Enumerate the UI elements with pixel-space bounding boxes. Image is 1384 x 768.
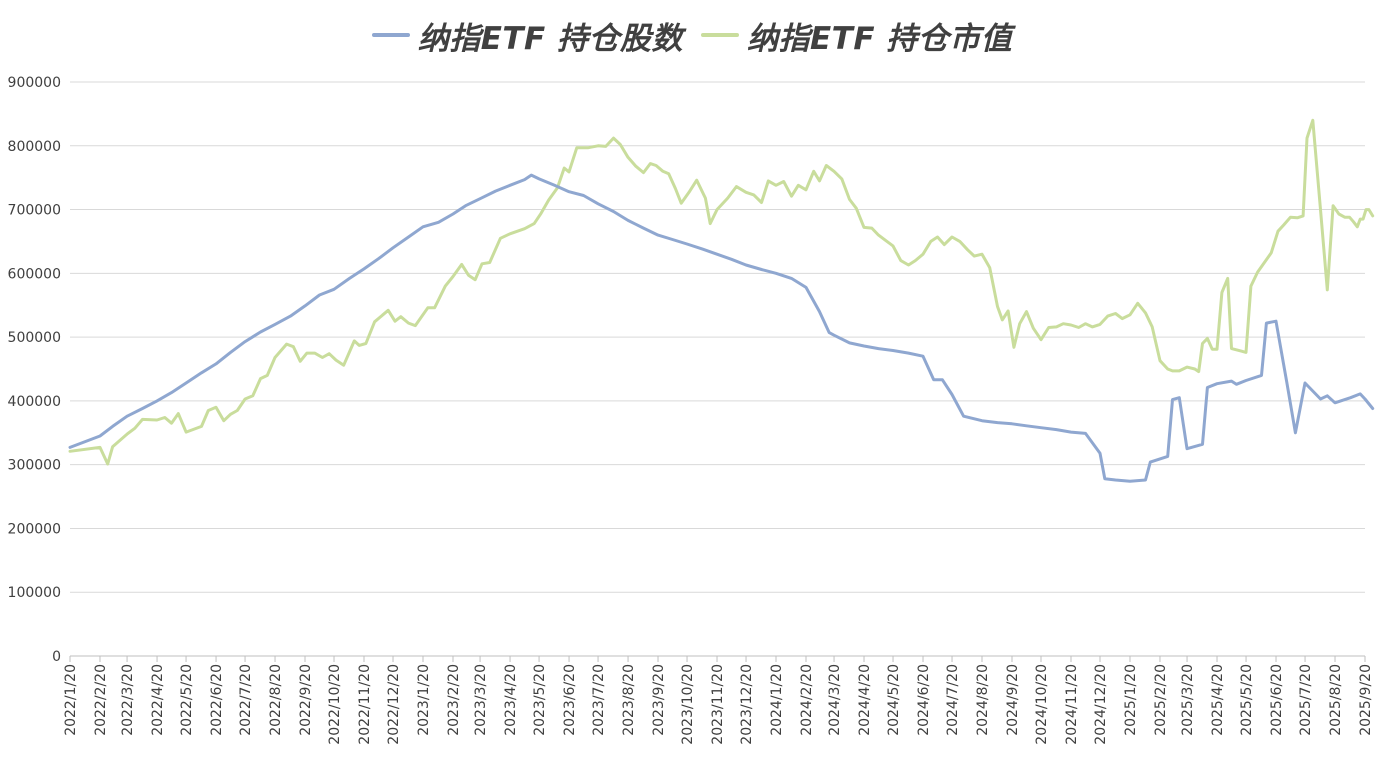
- x-tick-label: 2025/4/20: [1210, 664, 1226, 736]
- y-axis-tick-labels: 0 100000 200000 300000 400000 500000 600000 700…: [8, 75, 61, 665]
- x-tick-label: 2025/9/20: [1358, 664, 1374, 736]
- grid-lines: [70, 81, 1365, 593]
- x-tick-label: 2024/3/20: [827, 664, 843, 736]
- x-tick-label: 2024/1/20: [769, 664, 785, 736]
- legend-item-market-value: 纳指ETF 持仓市值: [701, 13, 1012, 58]
- y-tick-label: 200000: [8, 521, 61, 537]
- y-tick-label: 100000: [8, 585, 61, 601]
- x-tick-label: 2022/1/20: [63, 664, 79, 736]
- x-tick-label: 2024/6/20: [916, 664, 932, 736]
- y-tick-label: 400000: [8, 394, 61, 410]
- legend-label-market-value: 纳指ETF 持仓市值: [747, 20, 1013, 57]
- x-tick-label: 2022/5/20: [179, 664, 195, 736]
- x-tick-label: 2024/7/20: [945, 664, 961, 736]
- x-tick-label: 2023/8/20: [621, 664, 637, 736]
- x-tick-label: 2023/4/20: [503, 664, 519, 736]
- chart-legend: 纳指ETF 持仓股数 纳指ETF 持仓市值: [0, 10, 1384, 60]
- legend-label-shares: 纳指ETF 持仓股数: [417, 20, 683, 57]
- y-tick-label: 0: [52, 649, 61, 665]
- x-tick-label: 2025/5/20: [1239, 664, 1255, 736]
- y-tick-label: 700000: [8, 203, 61, 219]
- x-axis-tick-labels: 2022/1/20 2022/2/20 2022/3/20 2022/4/20 2022…: [63, 664, 1374, 745]
- x-tick-label: 2024/12/20: [1093, 664, 1109, 745]
- x-tick-label: 2022/9/20: [298, 664, 314, 736]
- x-tick-label: 2024/8/20: [975, 664, 991, 736]
- x-tick-label: 2022/4/20: [150, 664, 166, 736]
- x-tick-label: 2022/11/20: [357, 664, 373, 745]
- x-axis: [69, 655, 1366, 662]
- x-tick-label: 2022/3/20: [120, 664, 136, 736]
- x-tick-label: 2022/2/20: [93, 664, 109, 736]
- x-tick-label: 2024/4/20: [857, 664, 873, 736]
- x-tick-label: 2024/10/20: [1034, 664, 1050, 745]
- x-tick-label: 2025/7/20: [1298, 664, 1314, 736]
- x-tick-label: 2025/2/20: [1153, 664, 1169, 736]
- x-tick-label: 2023/10/20: [680, 664, 696, 745]
- series-lines: [68, 118, 1375, 483]
- x-tick-label: 2022/6/20: [209, 664, 225, 736]
- y-tick-label: 300000: [8, 458, 61, 474]
- x-tick-label: 2023/5/20: [532, 664, 548, 736]
- series-line-shares: [68, 173, 1375, 483]
- x-tick-label: 2023/9/20: [651, 664, 667, 736]
- legend-item-shares: 纳指ETF 持仓股数: [371, 13, 683, 58]
- x-tick-label: 2025/3/20: [1180, 664, 1196, 736]
- y-tick-label: 600000: [8, 266, 61, 282]
- x-tick-label: 2024/2/20: [799, 664, 815, 736]
- x-tick-label: 2022/8/20: [268, 664, 284, 736]
- legend-swatch-shares: [371, 33, 410, 37]
- x-tick-label: 2023/11/20: [710, 664, 726, 745]
- x-tick-label: 2025/8/20: [1328, 664, 1344, 736]
- x-tick-label: 2022/12/20: [386, 664, 402, 745]
- x-tick-label: 2023/1/20: [416, 664, 432, 736]
- x-tick-label: 2024/11/20: [1064, 664, 1080, 745]
- x-tick-label: 2025/6/20: [1269, 664, 1285, 736]
- y-tick-label: 800000: [8, 139, 61, 155]
- x-tick-label: 2025/1/20: [1123, 664, 1139, 736]
- x-tick-label: 2024/5/20: [886, 664, 902, 736]
- y-tick-label: 900000: [8, 75, 61, 91]
- y-tick-label: 500000: [8, 330, 61, 346]
- x-tick-label: 2024/9/20: [1005, 664, 1021, 736]
- x-tick-label: 2023/12/20: [739, 664, 755, 745]
- x-tick-label: 2023/6/20: [562, 664, 578, 736]
- legend-swatch-market-value: [701, 33, 739, 37]
- x-tick-label: 2022/10/20: [327, 664, 343, 745]
- series-line-market-value: [68, 118, 1375, 466]
- x-tick-label: 2023/2/20: [446, 664, 462, 736]
- x-tick-label: 2022/7/20: [238, 664, 254, 736]
- x-tick-label: 2023/7/20: [591, 664, 607, 736]
- x-tick-label: 2023/3/20: [473, 664, 489, 736]
